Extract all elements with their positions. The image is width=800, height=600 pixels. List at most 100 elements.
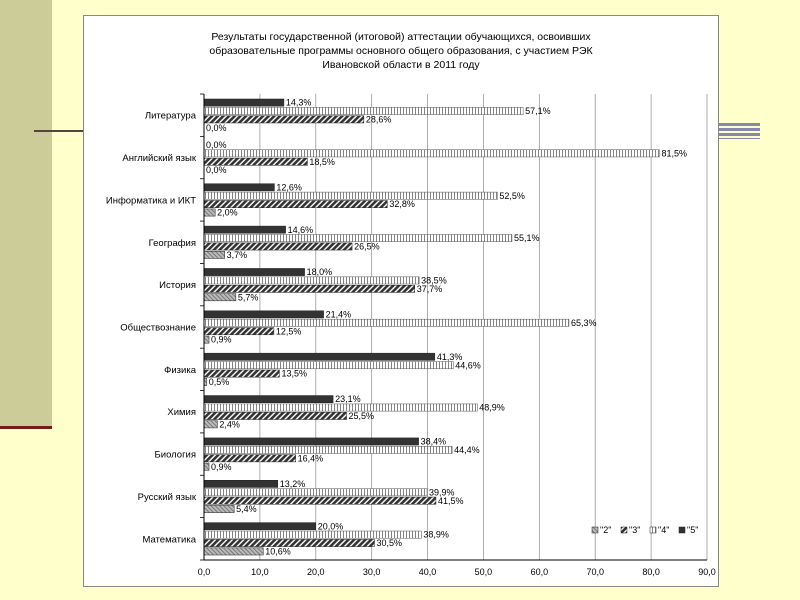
data-label: 39,9%	[429, 487, 455, 497]
category-label: Английский язык	[122, 153, 196, 164]
data-label: 16,4%	[298, 453, 324, 463]
data-label: 28,6%	[366, 114, 392, 124]
x-tick-label: 10,0	[251, 567, 269, 577]
data-label: 55,1%	[514, 233, 540, 243]
chart-title-line-3: Ивановской области в 2011 году	[322, 59, 480, 71]
category-label: Биология	[155, 450, 196, 461]
x-tick-label: 90,0	[698, 567, 716, 577]
bar-2	[203, 462, 210, 471]
bar-5	[203, 480, 279, 488]
x-tick-label: 0,0	[198, 567, 211, 577]
category-label: Литература	[145, 111, 197, 122]
x-tick-label: 80,0	[642, 567, 660, 577]
bar-2	[203, 505, 235, 513]
data-label: 44,6%	[455, 360, 481, 370]
data-label: 13,5%	[281, 369, 307, 379]
bar-2	[203, 251, 225, 259]
data-label: 41,5%	[438, 496, 464, 506]
data-label: 5,4%	[236, 504, 257, 514]
bar-5	[203, 352, 436, 361]
bar-4	[203, 276, 420, 285]
data-label: 21,4%	[326, 310, 352, 320]
category-label: Русский язык	[138, 492, 197, 503]
data-label: 38,9%	[423, 530, 449, 540]
data-label: 38,4%	[421, 437, 447, 447]
chart-panel: Результаты государственной (итоговой) ат…	[83, 15, 719, 587]
legend-label: "5"	[687, 525, 698, 535]
bar-3	[203, 284, 415, 293]
data-label: 23,1%	[335, 394, 361, 404]
data-label: 0,0%	[206, 140, 227, 150]
bar-4	[203, 403, 478, 412]
data-label: 14,6%	[288, 225, 314, 235]
data-label: 57,1%	[525, 106, 551, 116]
data-label: 20,0%	[318, 521, 344, 531]
bar-3	[203, 115, 365, 124]
bar-5	[203, 225, 286, 234]
legend-label: "4"	[658, 525, 669, 535]
data-label: 2,0%	[217, 208, 238, 218]
x-tick-label: 70,0	[586, 567, 604, 577]
data-label: 5,7%	[238, 292, 259, 302]
data-label: 0,9%	[211, 335, 232, 345]
x-tick-label: 30,0	[363, 567, 381, 577]
bar-4	[203, 318, 570, 327]
bar-5	[203, 522, 317, 531]
data-label: 48,9%	[479, 403, 505, 413]
data-label: 12,5%	[276, 326, 302, 336]
legend-swatch-4	[649, 526, 657, 534]
bar-5	[203, 268, 305, 276]
data-label: 81,5%	[661, 148, 687, 158]
legend-swatch-3	[620, 526, 628, 534]
data-label: 3,7%	[227, 250, 248, 260]
data-labels: 14,3% 57,1% 28,6% 0,0% 0,0% 81,5% 18,5% 0,0% 12,…	[206, 98, 687, 557]
legend-label: "3"	[629, 525, 640, 535]
bar-2	[203, 293, 237, 302]
data-label: 0,9%	[211, 462, 232, 472]
data-label: 26,5%	[354, 242, 380, 252]
bar-5	[203, 310, 324, 319]
data-label: 52,5%	[499, 191, 525, 201]
data-label: 37,7%	[417, 284, 443, 294]
bar-4	[203, 191, 498, 200]
side-accent-line	[0, 426, 52, 429]
data-label: 44,4%	[454, 445, 480, 455]
bar-chart: Результаты государственной (итоговой) ат…	[106, 31, 716, 577]
legend-swatch-5	[678, 526, 686, 534]
category-label: Математика	[142, 534, 196, 545]
chart-title-line-1: Результаты государственной (итоговой) ат…	[211, 31, 591, 43]
data-label: 32,8%	[389, 199, 415, 209]
bar-2	[203, 335, 210, 344]
bar-2	[203, 208, 216, 217]
axes: 0,0 10,0 20,0 30,0 40,0 50,0 60,0 70,0 80,0 90,0 Л…	[106, 93, 716, 577]
category-label: Обществознание	[120, 323, 196, 334]
category-label: Информатика и ИКТ	[106, 195, 196, 206]
data-label: 0,5%	[209, 377, 230, 387]
bar-5	[203, 98, 285, 107]
data-label: 14,3%	[286, 98, 312, 108]
data-label: 38,5%	[421, 276, 447, 286]
bar-4	[203, 488, 428, 497]
bar-2	[203, 547, 264, 556]
bar-5	[203, 437, 419, 446]
data-label: 13,2%	[280, 479, 306, 489]
x-tick-label: 50,0	[475, 567, 493, 577]
legend-swatch-2	[591, 526, 599, 534]
data-label: 18,0%	[307, 267, 333, 277]
legend-label: "2"	[600, 525, 611, 535]
bar-4	[203, 361, 454, 370]
legend: "2" "3" "4" "5"	[591, 525, 698, 535]
data-label: 41,3%	[437, 352, 463, 362]
x-tick-label: 20,0	[307, 567, 325, 577]
chart-title-line-2: образовательные программы основного обще…	[209, 45, 593, 57]
bar-2	[203, 420, 218, 429]
data-label: 65,3%	[571, 318, 597, 328]
bar-5	[203, 183, 275, 192]
data-label: 25,5%	[349, 411, 375, 421]
bars	[203, 98, 660, 556]
x-tick-label: 40,0	[419, 567, 437, 577]
data-label: 18,5%	[309, 157, 335, 167]
data-label: 10,6%	[265, 547, 291, 557]
category-label: Физика	[164, 365, 197, 376]
x-tick-label: 60,0	[531, 567, 549, 577]
